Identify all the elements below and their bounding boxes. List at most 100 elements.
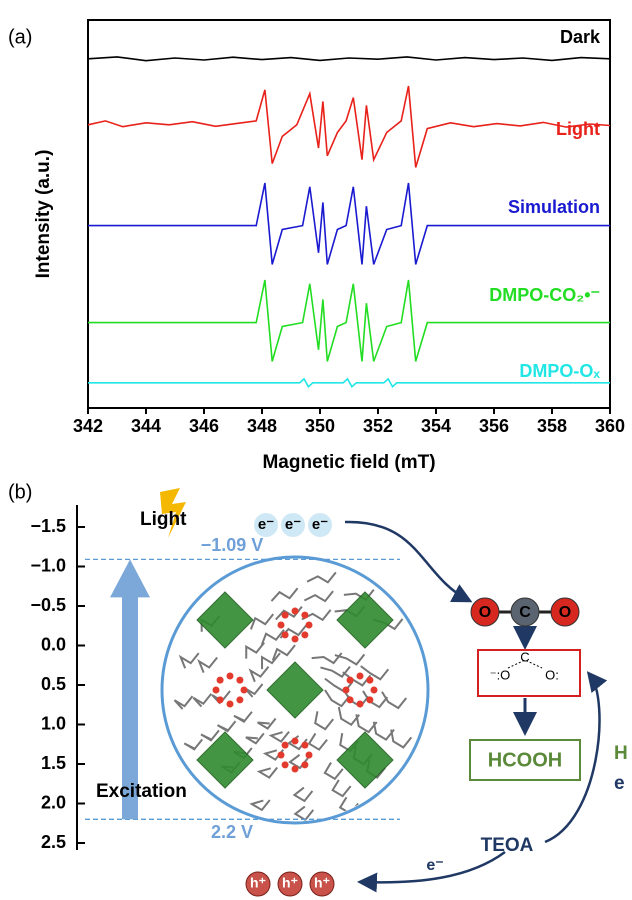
- linker: [324, 677, 354, 694]
- oxo-atom: [236, 676, 244, 684]
- x-tick-label: 348: [247, 416, 277, 436]
- electron-label: e⁻: [258, 516, 274, 533]
- oxo-atom: [226, 700, 234, 708]
- linker: [362, 690, 389, 709]
- linker: [245, 641, 266, 659]
- linker: [360, 665, 390, 681]
- linker: [245, 732, 265, 745]
- atom-label: O: [559, 604, 571, 621]
- hole: [309, 871, 335, 897]
- oxo-atom: [216, 696, 224, 704]
- hole-label: h⁺: [282, 875, 298, 891]
- linker: [173, 695, 194, 710]
- linker: [248, 665, 270, 683]
- oxo-atom: [356, 672, 364, 680]
- linker: [342, 671, 372, 687]
- x-axis-title: Magnetic field (mT): [262, 452, 435, 473]
- product-box: [469, 739, 581, 781]
- linker: [268, 730, 290, 743]
- x-tick-label: 350: [305, 416, 335, 436]
- linker: [307, 732, 328, 751]
- oxo-atom: [291, 635, 299, 643]
- linker: [293, 805, 315, 821]
- linker: [178, 652, 200, 669]
- linker: [320, 666, 351, 678]
- oxo-atom: [236, 696, 244, 704]
- linker: [334, 653, 366, 666]
- oxo-atom: [212, 686, 220, 694]
- hole-label: h⁺: [250, 875, 266, 891]
- x-tick-label: 358: [537, 416, 567, 436]
- level-label: 2.2 V: [211, 822, 253, 842]
- oxo-atom: [346, 676, 354, 684]
- electron-label: e⁻: [285, 516, 301, 533]
- electron-label: e⁻: [312, 516, 328, 533]
- linker: [211, 690, 231, 705]
- hole-label: h⁺: [314, 875, 330, 891]
- oxo-atom: [301, 761, 309, 769]
- oxo-atom: [301, 741, 309, 749]
- linker: [324, 689, 351, 708]
- atom: [550, 597, 580, 627]
- lightning: [160, 488, 186, 538]
- legend-label: Dark: [560, 27, 601, 47]
- linker: [243, 683, 264, 698]
- oxo-atom: [240, 686, 248, 694]
- panel-label: (b): [8, 481, 32, 503]
- oxo-atom: [281, 741, 289, 749]
- linker: [249, 613, 275, 630]
- formate-label: C: [520, 649, 529, 664]
- linker: [192, 693, 213, 708]
- oxo-atom: [342, 686, 350, 694]
- linker: [355, 714, 378, 734]
- oxo-atom: [366, 696, 374, 704]
- oxo-atom: [366, 676, 374, 684]
- oxo-atom: [291, 737, 299, 745]
- oxo-atom: [301, 611, 309, 619]
- oxo-atom: [305, 751, 313, 759]
- y-tick-label: 0.5: [41, 674, 66, 694]
- y-tick-label: −1.0: [30, 555, 66, 575]
- formate-label: O:: [545, 667, 559, 682]
- linker: [390, 729, 413, 749]
- spectrum-line: [87, 85, 611, 168]
- oxo-atom: [281, 761, 289, 769]
- linker: [343, 689, 370, 708]
- linker: [257, 717, 277, 730]
- linker: [256, 766, 279, 779]
- excitation-label: Excitation: [96, 781, 187, 802]
- linker: [197, 656, 218, 673]
- polyhedron: [336, 591, 394, 649]
- linker: [200, 729, 220, 742]
- linker: [323, 762, 344, 781]
- y-tick-label: −1.5: [30, 516, 66, 536]
- atom-label: O: [479, 604, 491, 621]
- linker: [270, 587, 299, 602]
- linker: [311, 652, 343, 665]
- polyhedron: [196, 731, 254, 789]
- panel-label: (a): [8, 26, 32, 48]
- y-axis-title: Intensity (a.u.): [33, 150, 54, 279]
- oxo-atom: [226, 672, 234, 680]
- linker: [381, 691, 408, 710]
- legend-label: DMPO-CO₂•⁻: [489, 285, 600, 305]
- spectrum-line: [87, 56, 611, 62]
- hole: [277, 871, 303, 897]
- oxo-atom: [281, 631, 289, 639]
- oxo-atom: [281, 611, 289, 619]
- oxo-atom: [277, 751, 285, 759]
- linker: [216, 720, 237, 733]
- linker: [233, 711, 253, 724]
- hole: [245, 871, 271, 897]
- oxo-atom: [301, 631, 309, 639]
- cut-text: H: [614, 743, 628, 764]
- x-tick-label: 356: [479, 416, 509, 436]
- formate-box: [477, 649, 581, 697]
- linker: [260, 629, 285, 646]
- spectrum-line: [88, 182, 610, 265]
- donor-electron-label: e⁻: [426, 857, 443, 874]
- arrow: [357, 850, 506, 893]
- y-tick-label: 2.0: [41, 792, 66, 812]
- y-tick-label: 0.0: [41, 634, 66, 654]
